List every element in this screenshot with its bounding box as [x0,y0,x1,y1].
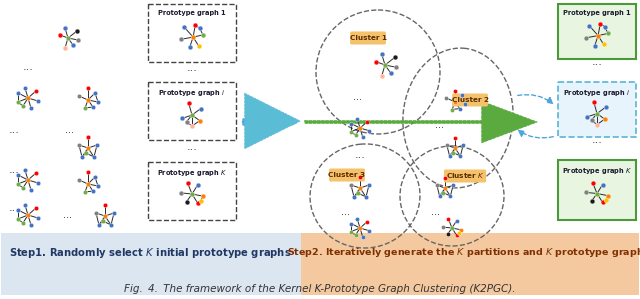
FancyBboxPatch shape [558,160,636,220]
Text: Step1. Randomly select $K$ initial prototype graphs: Step1. Randomly select $K$ initial proto… [9,246,291,260]
FancyBboxPatch shape [301,233,639,295]
Text: ...: ... [22,62,33,72]
Text: Fig. 4. The framework of the Kernel K-Prototype Graph Clustering (K2PGC).: Fig. 4. The framework of the Kernel K-Pr… [124,284,516,294]
FancyBboxPatch shape [1,233,301,295]
Text: ...: ... [355,150,365,160]
Text: ...: ... [8,125,19,135]
FancyBboxPatch shape [148,82,236,140]
Text: ...: ... [340,207,349,217]
FancyBboxPatch shape [452,94,488,106]
Text: Cluster 1: Cluster 1 [349,35,387,41]
FancyBboxPatch shape [558,4,636,59]
FancyBboxPatch shape [558,82,636,137]
FancyBboxPatch shape [444,170,486,182]
Text: Step2. Iteratively generate the $K$ partitions and $K$ prototype graphs: Step2. Iteratively generate the $K$ part… [287,246,640,259]
Text: ...: ... [591,57,602,67]
FancyBboxPatch shape [148,162,236,220]
Text: Prototype graph 1: Prototype graph 1 [158,10,226,16]
Text: ...: ... [187,142,197,152]
Text: ...: ... [353,92,362,102]
FancyBboxPatch shape [350,31,386,45]
Text: Prototype graph 1: Prototype graph 1 [563,10,631,16]
Text: Prototype graph $K$: Prototype graph $K$ [562,166,632,176]
Text: Cluster 2: Cluster 2 [451,97,488,103]
Text: ...: ... [591,135,602,145]
Text: ...: ... [8,203,19,213]
Text: ...: ... [435,120,445,130]
Text: Cluster 3: Cluster 3 [328,172,365,178]
Text: ...: ... [65,125,74,135]
FancyBboxPatch shape [148,4,236,62]
Text: Prototype graph $K$: Prototype graph $K$ [157,167,227,178]
Text: ...: ... [187,63,197,73]
Text: ...: ... [431,207,440,217]
Text: Cluster $K$: Cluster $K$ [445,172,484,181]
Text: ...: ... [63,210,72,220]
Text: Prototype graph $i$: Prototype graph $i$ [563,88,631,97]
Text: ...: ... [8,165,19,175]
Text: Prototype graph $i$: Prototype graph $i$ [158,88,226,97]
FancyBboxPatch shape [329,169,365,181]
